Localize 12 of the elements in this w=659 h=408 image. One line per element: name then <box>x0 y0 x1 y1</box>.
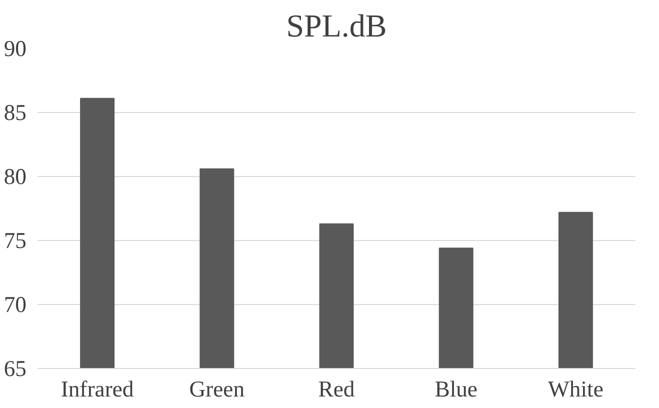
y-tick-label: 65 <box>4 356 26 381</box>
x-tick-label: Infrared <box>60 376 134 402</box>
y-tick-label: 85 <box>4 100 26 125</box>
chart-title: SPL.dB <box>286 8 387 44</box>
y-tick-label: 80 <box>4 164 26 189</box>
x-tick-label: Blue <box>434 376 478 402</box>
y-tick-label: 75 <box>4 228 26 253</box>
x-tick-label: Green <box>189 376 245 402</box>
x-tick-label: Red <box>318 376 356 402</box>
y-tick-label: 90 <box>4 36 26 61</box>
y-tick-label: 70 <box>4 292 26 317</box>
x-tick-label: White <box>548 376 604 402</box>
